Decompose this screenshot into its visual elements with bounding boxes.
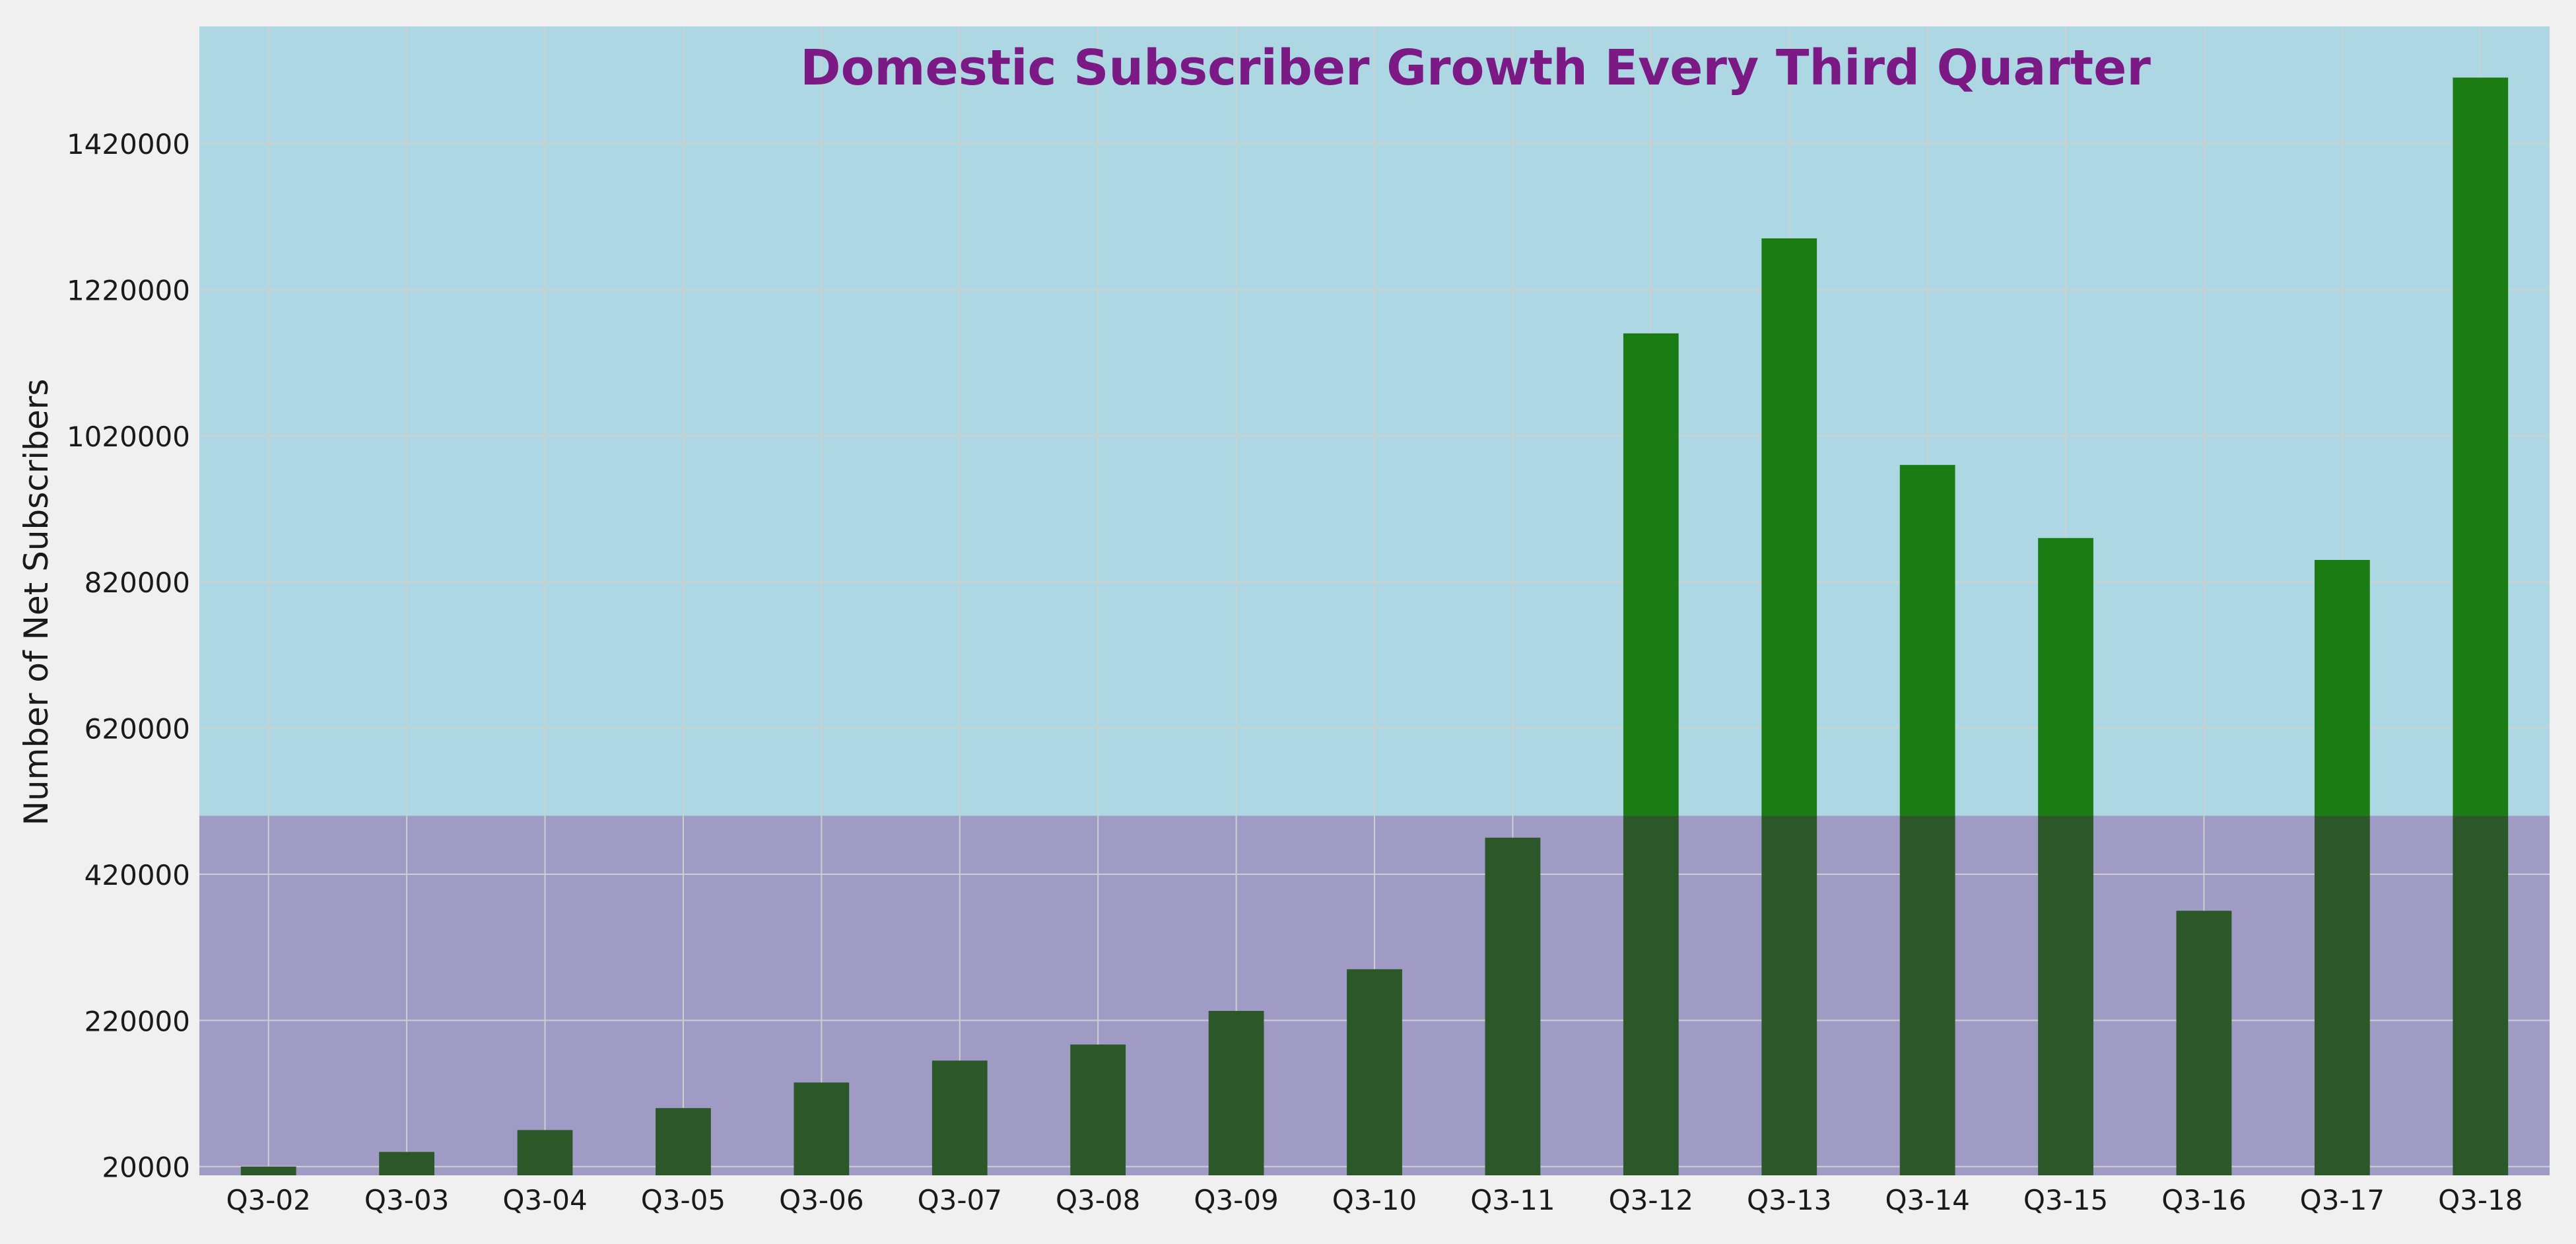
x-tick-label: Q3-07 bbox=[918, 1184, 1002, 1216]
bar-q3-13-lower bbox=[1761, 815, 1817, 1175]
bar-q3-05 bbox=[656, 1108, 711, 1175]
y-tick-label: 220000 bbox=[85, 1005, 190, 1037]
x-tick-label: Q3-05 bbox=[641, 1184, 726, 1216]
x-tick-label: Q3-12 bbox=[1609, 1184, 1693, 1216]
bar-q3-08 bbox=[1070, 1044, 1126, 1175]
bar-q3-18 bbox=[2453, 77, 2509, 816]
bar-q3-07 bbox=[932, 1060, 988, 1175]
x-tick-label: Q3-10 bbox=[1332, 1184, 1417, 1216]
bar-q3-06 bbox=[794, 1082, 850, 1175]
bar-q3-13 bbox=[1761, 238, 1817, 816]
x-tick-label: Q3-08 bbox=[1056, 1184, 1140, 1216]
y-tick-label: 1020000 bbox=[67, 421, 190, 453]
bar-q3-12-lower bbox=[1623, 815, 1679, 1175]
bar-q3-09 bbox=[1208, 1010, 1264, 1175]
y-tick-label: 1220000 bbox=[67, 274, 190, 306]
bar-q3-04 bbox=[517, 1130, 573, 1175]
x-tick-label: Q3-03 bbox=[364, 1184, 449, 1216]
chart-title: Domestic Subscriber Growth Every Third Q… bbox=[800, 40, 2151, 96]
bar-q3-15-lower bbox=[2038, 815, 2093, 1175]
x-tick-label: Q3-11 bbox=[1470, 1184, 1555, 1216]
y-tick-label: 20000 bbox=[102, 1152, 190, 1184]
bar-q3-11 bbox=[1485, 837, 1541, 1175]
y-tick-label: 620000 bbox=[85, 713, 190, 745]
y-axis-label: Number of Net Subscribers bbox=[17, 379, 55, 826]
x-tick-label: Q3-14 bbox=[1885, 1184, 1969, 1216]
x-tick-label: Q3-04 bbox=[502, 1184, 587, 1216]
x-tick-label: Q3-15 bbox=[2023, 1184, 2108, 1216]
bar-q3-03 bbox=[379, 1152, 434, 1175]
bar-q3-17 bbox=[2315, 560, 2370, 816]
bar-q3-14-lower bbox=[1899, 815, 1955, 1175]
x-tick-label: Q3-09 bbox=[1194, 1184, 1278, 1216]
x-tick-label: Q3-13 bbox=[1747, 1184, 1831, 1216]
bar-q3-14 bbox=[1899, 465, 1955, 816]
bar-q3-12 bbox=[1623, 333, 1679, 816]
bar-q3-10 bbox=[1347, 969, 1402, 1175]
x-tick-label: Q3-17 bbox=[2300, 1184, 2385, 1216]
bar-q3-15 bbox=[2038, 537, 2093, 816]
x-tick-label: Q3-16 bbox=[2161, 1184, 2246, 1216]
bar-q3-16 bbox=[2176, 911, 2232, 1175]
x-tick-label: Q3-06 bbox=[779, 1184, 864, 1216]
bar-q3-17-lower bbox=[2315, 815, 2370, 1175]
x-tick-label: Q3-18 bbox=[2438, 1184, 2523, 1216]
bar-q3-02 bbox=[240, 1166, 296, 1175]
bar-q3-18-lower bbox=[2453, 815, 2509, 1175]
y-tick-label: 420000 bbox=[85, 859, 190, 891]
y-tick-label: 1420000 bbox=[67, 128, 190, 160]
x-tick-label: Q3-02 bbox=[226, 1184, 311, 1216]
y-tick-label: 820000 bbox=[85, 567, 190, 599]
